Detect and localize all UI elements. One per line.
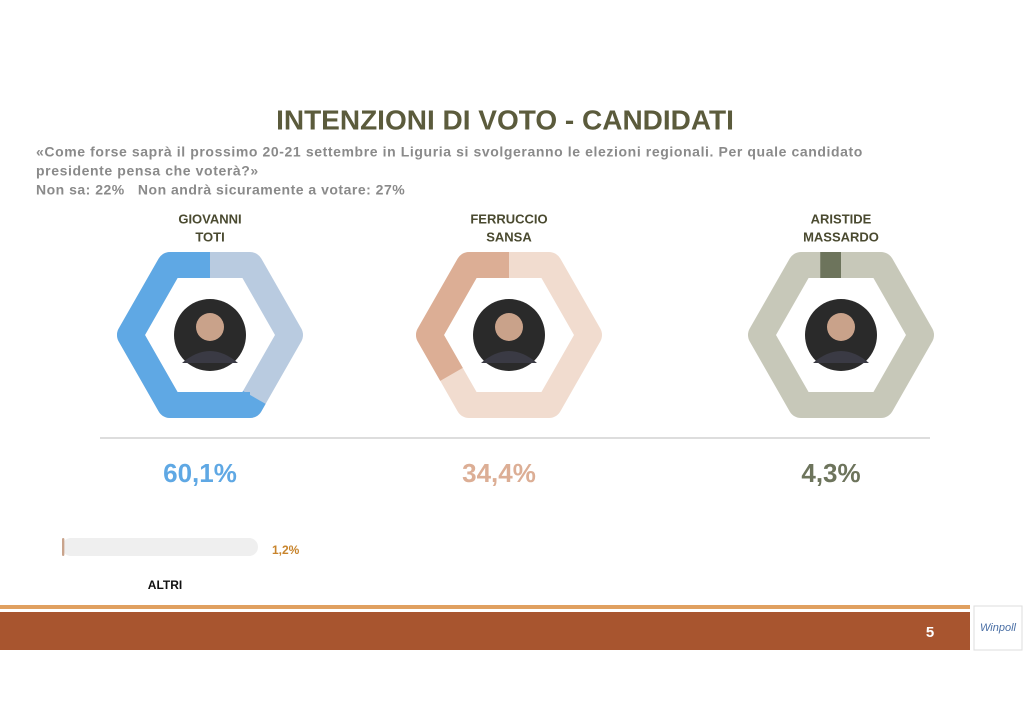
value-label: 1,2%: [272, 543, 300, 557]
question: «Come forse saprà il prossimo 20-21 sett…: [36, 144, 863, 160]
photo-body: [182, 351, 238, 363]
value-label: 4,3%: [801, 458, 860, 488]
photo-face: [196, 313, 224, 341]
logo: Winpoll: [980, 622, 1017, 634]
bar-track: [62, 538, 258, 556]
donut-value: [117, 252, 303, 418]
bar: [62, 538, 65, 556]
footer-line: [0, 605, 970, 609]
footer-bar: [0, 612, 970, 650]
logo-box: [973, 605, 1023, 651]
photo-body: [813, 351, 869, 363]
slide-title: INTENZIONI DI VOTO - CANDIDATI: [276, 104, 734, 135]
note: Non sa: 22% Non andrà sicuramente a vota…: [36, 182, 405, 198]
donut-value: [416, 252, 602, 418]
candidate-name: GIOVANNI: [178, 211, 241, 226]
photo-face: [827, 313, 855, 341]
photo-body: [481, 351, 537, 363]
candidate-name: FERRUCCIO: [470, 211, 547, 226]
page-number: 5: [926, 624, 934, 641]
question: presidente pensa che voterà?»: [36, 163, 259, 179]
value-label: 60,1%: [163, 458, 237, 488]
photo-face: [495, 313, 523, 341]
donut-track: [748, 252, 934, 418]
value-label: 34,4%: [462, 458, 536, 488]
candidate-name: MASSARDO: [803, 229, 879, 244]
candidate-name: ARISTIDE: [811, 211, 872, 226]
candidate-name: SANSA: [486, 229, 532, 244]
bar-title: ALTRI: [148, 578, 182, 592]
candidate-name: TOTI: [195, 229, 224, 244]
